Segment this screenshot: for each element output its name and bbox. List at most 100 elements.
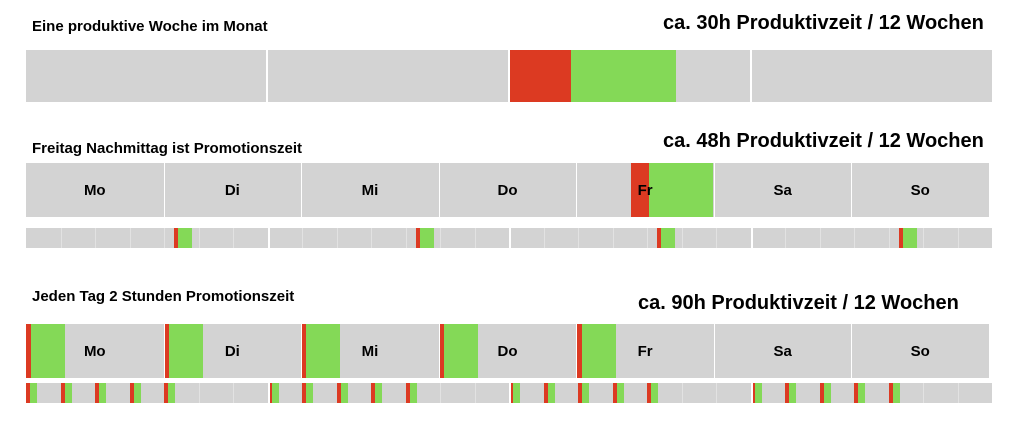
day-separator	[851, 324, 852, 378]
week-separator	[509, 228, 511, 248]
day-label: Mi	[361, 342, 379, 360]
day-cell-6: So	[851, 163, 989, 217]
day-label: Di	[224, 342, 240, 360]
promo-tick	[785, 383, 789, 403]
promo-tick	[405, 383, 410, 403]
day-tick-separator	[199, 228, 200, 248]
productive-block	[649, 163, 713, 217]
day-tick-separator	[716, 383, 717, 403]
section-2-headline: ca. 48h Produktivzeit / 12 Wochen	[663, 130, 984, 152]
promo-tick	[164, 383, 168, 403]
promo-block	[510, 50, 571, 102]
day-tick-separator	[95, 228, 96, 248]
day-separator	[301, 324, 302, 378]
month-bar-3	[26, 383, 992, 403]
day-tick-separator	[475, 383, 476, 403]
productive-tick	[271, 383, 279, 403]
day-separator	[851, 163, 852, 217]
productive-tick	[99, 383, 106, 403]
promo-tick	[60, 383, 65, 403]
day-label: Do	[497, 342, 518, 360]
day-tick-separator	[716, 228, 717, 248]
productive-tick	[823, 383, 831, 403]
month-bar-1	[26, 50, 992, 102]
day-tick-separator	[337, 228, 338, 248]
day-tick-separator	[958, 228, 959, 248]
promo-tick	[543, 383, 548, 403]
promo-tick	[898, 228, 903, 248]
productive-tick	[858, 383, 865, 403]
promo-tick	[854, 383, 858, 403]
day-tick-separator	[923, 383, 924, 403]
day-cell-0: Mo	[26, 324, 164, 378]
productive-block	[306, 324, 340, 378]
day-label: Mo	[83, 181, 106, 199]
week-separator	[268, 228, 270, 248]
promo-block	[439, 324, 444, 378]
promo-tick	[415, 228, 420, 248]
productive-tick	[902, 228, 917, 248]
day-separator	[439, 324, 440, 378]
day-tick-separator	[889, 228, 890, 248]
productive-tick	[30, 383, 37, 403]
productive-block	[571, 50, 676, 102]
day-tick-separator	[613, 228, 614, 248]
productive-tick	[547, 383, 555, 403]
week-bar-3: Mo Di Mi Do Fr Sa So	[26, 324, 989, 378]
day-tick-separator	[440, 383, 441, 403]
productive-block	[444, 324, 478, 378]
day-tick-separator	[164, 228, 165, 248]
productive-tick	[789, 383, 796, 403]
day-tick-separator	[682, 383, 683, 403]
day-tick-separator	[820, 228, 821, 248]
day-tick-separator	[61, 228, 62, 248]
promo-block	[164, 324, 169, 378]
promo-tick	[95, 383, 99, 403]
day-cell-5: Sa	[714, 163, 852, 217]
day-separator	[164, 324, 165, 378]
day-tick-separator	[544, 228, 545, 248]
day-cell-4: Fr	[576, 163, 714, 217]
day-separator	[439, 163, 440, 217]
day-tick-separator	[854, 228, 855, 248]
day-tick-separator	[647, 228, 648, 248]
section-3-title: Jeden Tag 2 Stunden Promotionszeit	[32, 288, 295, 305]
promo-tick	[336, 383, 341, 403]
productive-tick	[892, 383, 900, 403]
promo-tick	[612, 383, 617, 403]
productive-block	[582, 324, 616, 378]
day-tick-separator	[475, 228, 476, 248]
section-3-headline: ca. 90h Produktivzeit / 12 Wochen	[638, 292, 959, 314]
productive-tick	[133, 383, 141, 403]
day-tick-separator	[923, 228, 924, 248]
day-separator	[576, 324, 577, 378]
day-label: Di	[224, 181, 240, 199]
day-tick-separator	[233, 228, 234, 248]
day-tick-separator	[199, 383, 200, 403]
productive-tick	[64, 383, 72, 403]
productive-block	[31, 324, 65, 378]
day-label: Sa	[773, 181, 792, 199]
promo-tick	[578, 383, 582, 403]
productive-block	[169, 324, 203, 378]
day-cell-3: Do	[439, 163, 577, 217]
day-label: Fr	[637, 342, 653, 360]
promo-tick	[888, 383, 893, 403]
promo-block	[301, 324, 306, 378]
day-label: So	[910, 342, 930, 360]
week-separator	[509, 383, 511, 403]
day-cell-0: Mo	[26, 163, 164, 217]
day-label: Fr	[637, 181, 653, 199]
section-1-title: Eine produktive Woche im Monat	[32, 18, 268, 35]
day-cell-4: Fr	[576, 324, 714, 378]
day-separator	[576, 163, 577, 217]
day-cell-3: Do	[439, 324, 577, 378]
productive-tick	[306, 383, 313, 403]
day-label: Mo	[83, 342, 106, 360]
week-separator	[751, 383, 753, 403]
productive-tick	[409, 383, 417, 403]
promo-tick	[371, 383, 375, 403]
day-tick-separator	[958, 383, 959, 403]
week-separator	[268, 383, 270, 403]
week-separator	[750, 50, 752, 102]
